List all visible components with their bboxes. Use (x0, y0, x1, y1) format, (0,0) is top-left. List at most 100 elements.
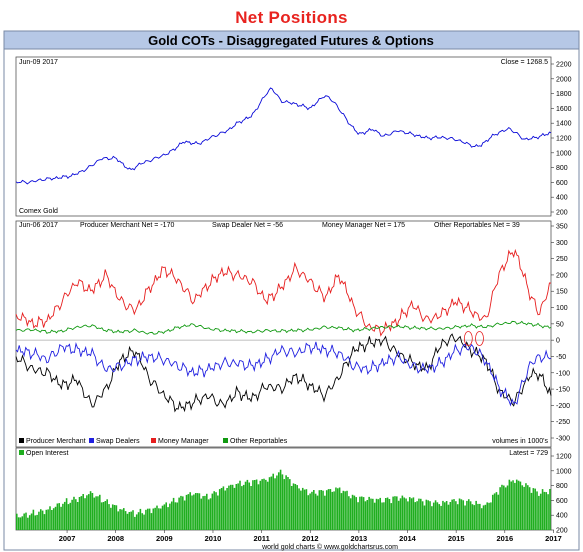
oi-bar (298, 488, 300, 530)
page-title: Net Positions (235, 8, 348, 27)
oi-bar (259, 480, 262, 530)
oi-bar (484, 504, 487, 530)
oi-bar (134, 516, 136, 530)
oi-bar (170, 501, 173, 530)
oi-bar (121, 509, 123, 530)
oi-bar (224, 490, 227, 530)
oi-bar (87, 494, 90, 530)
cot-ytick-label: -200 (556, 403, 570, 410)
oi-bar (486, 502, 488, 530)
cot-ytick-label: 50 (556, 321, 564, 328)
xtick-label: 2009 (156, 534, 173, 543)
oi-bar (274, 478, 276, 530)
oi-bar (309, 493, 311, 530)
cot-ytick-label: -250 (556, 419, 570, 426)
oi-bar (200, 498, 203, 530)
oi-bar (215, 492, 217, 530)
oi-bar (325, 490, 328, 530)
oi-bar (442, 500, 444, 530)
oi-bar (135, 514, 138, 530)
oi-bar (244, 481, 247, 530)
oi-bar (132, 510, 134, 530)
cot-panel (15, 220, 552, 448)
oi-bar (152, 508, 155, 530)
oi-bar (178, 497, 180, 530)
price-ytick-label: 600 (556, 180, 568, 187)
footer: world gold charts © www.goldchartsrus.co… (261, 543, 398, 551)
oi-bar (49, 506, 51, 530)
cot-ytick-label: -150 (556, 387, 570, 394)
oi-bar (196, 493, 199, 530)
oi-bar (527, 485, 529, 530)
xtick-label: 2010 (205, 534, 222, 543)
oi-bar (420, 498, 422, 530)
oi-bar (432, 502, 435, 530)
oi-bar (207, 499, 210, 530)
oi-bar (383, 502, 385, 530)
oi-bar (322, 490, 324, 530)
oi-bar (202, 496, 204, 530)
xtick-label: 2015 (448, 534, 465, 543)
oi-bar (266, 481, 269, 530)
volume-note: volumes in 1000's (492, 438, 548, 445)
oi-bar (473, 505, 476, 530)
oi-bar (30, 513, 33, 530)
oi-bar (357, 502, 359, 530)
oi-bar (429, 501, 431, 530)
oi-bar (469, 501, 472, 530)
oi-bar (54, 506, 57, 530)
oi-bar (38, 511, 40, 530)
oi-bar (493, 493, 496, 530)
oi-bar (303, 489, 306, 530)
oi-bar (515, 479, 518, 530)
oi-bar (545, 492, 548, 530)
oi-bar (95, 496, 97, 530)
oi-bar (209, 498, 212, 530)
cot-line-money (15, 248, 552, 337)
oi-bar (139, 508, 142, 530)
oi-bar (231, 484, 234, 530)
oi-bar (514, 482, 516, 530)
oi-bar (255, 479, 258, 530)
oi-bar (405, 498, 407, 530)
oi-bar (451, 499, 453, 530)
oi-bar (301, 487, 304, 530)
cot-series (15, 248, 552, 413)
oi-bar (318, 490, 321, 530)
xtick-label: 2013 (351, 534, 368, 543)
oi-bar (534, 488, 536, 530)
oi-ytick-label: 600 (556, 498, 568, 505)
axes: 2004006008001000120014001600180020002200… (59, 62, 572, 544)
oi-bar (113, 505, 116, 530)
xtick-label: 2012 (302, 534, 319, 543)
oi-bar (311, 491, 313, 530)
oi-bar (536, 491, 538, 530)
oi-bar (252, 480, 254, 530)
oi-bar (25, 512, 27, 530)
swap-net-label: Swap Dealer Net = -56 (212, 222, 283, 229)
oi-bar (86, 495, 88, 530)
oi-bar (277, 472, 280, 530)
cot-ytick-label: 100 (556, 305, 568, 312)
price-ytick-label: 1800 (556, 91, 572, 98)
oi-bar (32, 509, 35, 530)
oi-bar (27, 517, 29, 530)
oi-bar (521, 485, 524, 530)
producer-net-label: Producer Merchant Net = -170 (80, 222, 174, 229)
chart-frame (3, 30, 580, 551)
legend-swap: Swap Dealers (96, 438, 140, 445)
oi-bar (384, 498, 387, 530)
oi-bar (17, 517, 20, 530)
oi-bar (390, 503, 393, 530)
oi-bar (307, 495, 310, 530)
price-source-label: Comex Gold (19, 208, 58, 215)
oi-bar (431, 506, 433, 530)
oi-bar (296, 485, 298, 530)
oi-bar (82, 494, 84, 530)
oi-bar (407, 501, 409, 530)
oi-bar (408, 497, 411, 530)
oi-bar (279, 469, 282, 530)
price-ytick-label: 1400 (556, 121, 572, 128)
oi-bar (447, 504, 450, 530)
xtick-label: 2016 (496, 534, 513, 543)
